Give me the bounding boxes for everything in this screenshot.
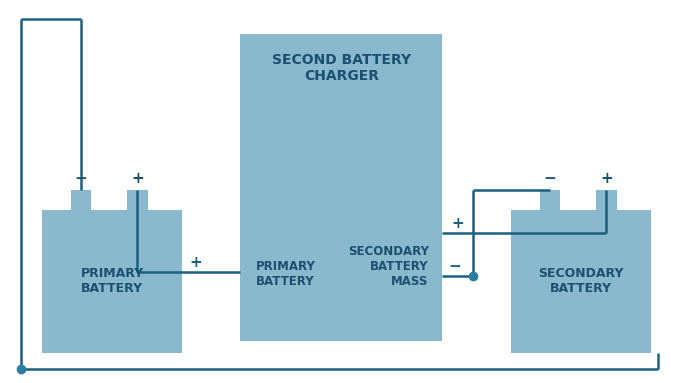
Text: PRIMARY
BATTERY: PRIMARY BATTERY [80,267,143,295]
Text: −: − [448,259,461,274]
Bar [511,210,651,353]
Text: PRIMARY
BATTERY: PRIMARY BATTERY [256,260,315,288]
Text: −: − [75,171,87,186]
Text: −: − [544,171,556,186]
Text: +: + [189,255,202,270]
Bar [42,210,182,353]
Bar [540,190,561,210]
Text: SECONDARY
BATTERY
MASS: SECONDARY BATTERY MASS [348,245,429,288]
Bar [596,190,617,210]
Bar [127,190,148,210]
Text: +: + [451,216,464,231]
Bar [71,190,91,210]
Text: +: + [600,171,613,186]
Text: SECONDARY
BATTERY: SECONDARY BATTERY [538,267,624,295]
Text: +: + [131,171,143,186]
Text: SECOND BATTERY
CHARGER: SECOND BATTERY CHARGER [272,53,411,83]
Bar [240,34,442,341]
